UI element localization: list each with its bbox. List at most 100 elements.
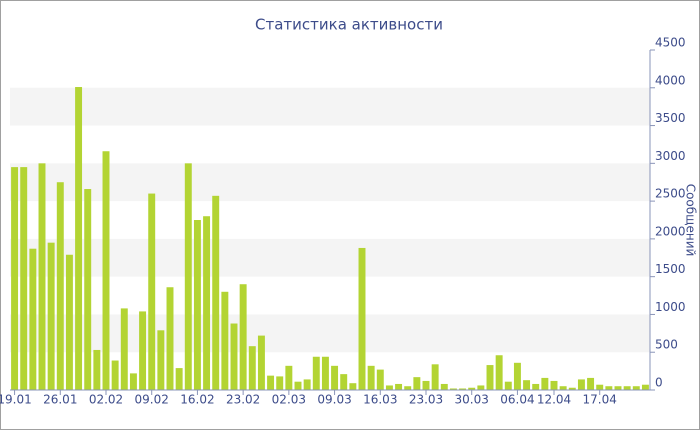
y-tick-label: 2000 bbox=[655, 224, 686, 238]
bar bbox=[523, 380, 531, 390]
bar bbox=[568, 387, 576, 390]
plot-band bbox=[10, 314, 650, 353]
bar bbox=[193, 220, 201, 390]
bar bbox=[340, 374, 348, 390]
bar bbox=[422, 380, 430, 390]
bar bbox=[367, 365, 375, 390]
bar bbox=[267, 375, 275, 390]
x-tick-label: 02.03 bbox=[272, 393, 306, 407]
bar bbox=[404, 386, 412, 390]
bar bbox=[248, 346, 256, 390]
x-tick-label: 23.03 bbox=[409, 393, 443, 407]
bar bbox=[212, 195, 220, 390]
plot-band bbox=[10, 163, 650, 202]
bar bbox=[395, 383, 403, 390]
bar bbox=[285, 365, 293, 390]
bar bbox=[495, 355, 503, 390]
bar bbox=[349, 383, 357, 390]
bar bbox=[605, 386, 613, 390]
bar bbox=[257, 335, 265, 390]
bar bbox=[504, 381, 512, 390]
bar bbox=[276, 376, 284, 390]
bar bbox=[111, 360, 119, 390]
bar bbox=[102, 151, 110, 390]
y-tick-label: 3500 bbox=[655, 111, 686, 125]
bar bbox=[440, 383, 448, 390]
bar bbox=[413, 377, 421, 390]
bar bbox=[157, 330, 165, 390]
y-tick-label: 500 bbox=[655, 338, 678, 352]
bar bbox=[303, 379, 311, 390]
bar bbox=[75, 87, 83, 391]
bar bbox=[431, 364, 439, 390]
chart-title: Статистика активности bbox=[255, 16, 443, 34]
bar bbox=[577, 379, 585, 390]
bar bbox=[358, 247, 366, 390]
y-tick-label: 4500 bbox=[655, 36, 686, 50]
x-tick-label: 09.02 bbox=[135, 393, 169, 407]
bar bbox=[321, 356, 329, 390]
bar bbox=[120, 308, 128, 390]
bar bbox=[385, 385, 393, 390]
bar bbox=[93, 349, 101, 390]
bar bbox=[38, 163, 46, 390]
bar bbox=[513, 362, 521, 390]
x-tick-label: 02.02 bbox=[89, 393, 123, 407]
bar bbox=[221, 291, 229, 390]
bar bbox=[541, 377, 549, 390]
bar bbox=[84, 189, 92, 390]
bar bbox=[623, 386, 631, 390]
bar bbox=[29, 248, 37, 390]
bar bbox=[129, 373, 137, 390]
x-tick-label: 17.04 bbox=[583, 393, 617, 407]
bar bbox=[11, 167, 19, 390]
bar bbox=[166, 287, 174, 390]
bar bbox=[20, 167, 28, 390]
bar bbox=[532, 383, 540, 390]
bar bbox=[239, 284, 247, 390]
bar bbox=[203, 216, 211, 390]
bar bbox=[56, 182, 64, 390]
bar bbox=[641, 384, 649, 390]
x-tick-label: 16.02 bbox=[180, 393, 214, 407]
bar bbox=[139, 311, 147, 390]
x-tick-label: 30.03 bbox=[455, 393, 489, 407]
plot-band bbox=[10, 87, 650, 126]
bar bbox=[148, 193, 156, 390]
y-tick-label: 2500 bbox=[655, 187, 686, 201]
y-tick-label: 1000 bbox=[655, 300, 686, 314]
bar bbox=[294, 381, 302, 390]
y-tick-label: 1500 bbox=[655, 262, 686, 276]
bar bbox=[596, 384, 604, 390]
bar bbox=[468, 387, 476, 390]
bar bbox=[550, 380, 558, 390]
x-tick-label: 26.01 bbox=[43, 393, 77, 407]
bar bbox=[632, 386, 640, 390]
bar bbox=[65, 254, 73, 390]
y-tick-label: 0 bbox=[655, 376, 663, 390]
y-tick-label: 4000 bbox=[655, 73, 686, 87]
bar bbox=[587, 377, 595, 390]
x-tick-label: 23.02 bbox=[226, 393, 260, 407]
bar bbox=[230, 323, 238, 390]
bar bbox=[559, 386, 567, 390]
plot-band bbox=[10, 238, 650, 277]
bar bbox=[459, 388, 467, 390]
bar bbox=[175, 368, 183, 390]
bar bbox=[614, 386, 622, 390]
y-tick-label: 3000 bbox=[655, 149, 686, 163]
x-tick-label: 06.04 bbox=[500, 393, 534, 407]
bar bbox=[47, 242, 55, 390]
x-tick-label: 09.03 bbox=[317, 393, 351, 407]
y-axis-title: Сообщений bbox=[684, 184, 698, 257]
bar bbox=[486, 365, 494, 390]
bar bbox=[184, 163, 192, 390]
bar bbox=[376, 369, 384, 390]
bar bbox=[449, 388, 457, 390]
x-tick-label: 16.03 bbox=[363, 393, 397, 407]
bar bbox=[331, 365, 339, 390]
bar bbox=[477, 385, 485, 390]
bar bbox=[312, 356, 320, 390]
x-tick-label: 19.01 bbox=[0, 393, 32, 407]
